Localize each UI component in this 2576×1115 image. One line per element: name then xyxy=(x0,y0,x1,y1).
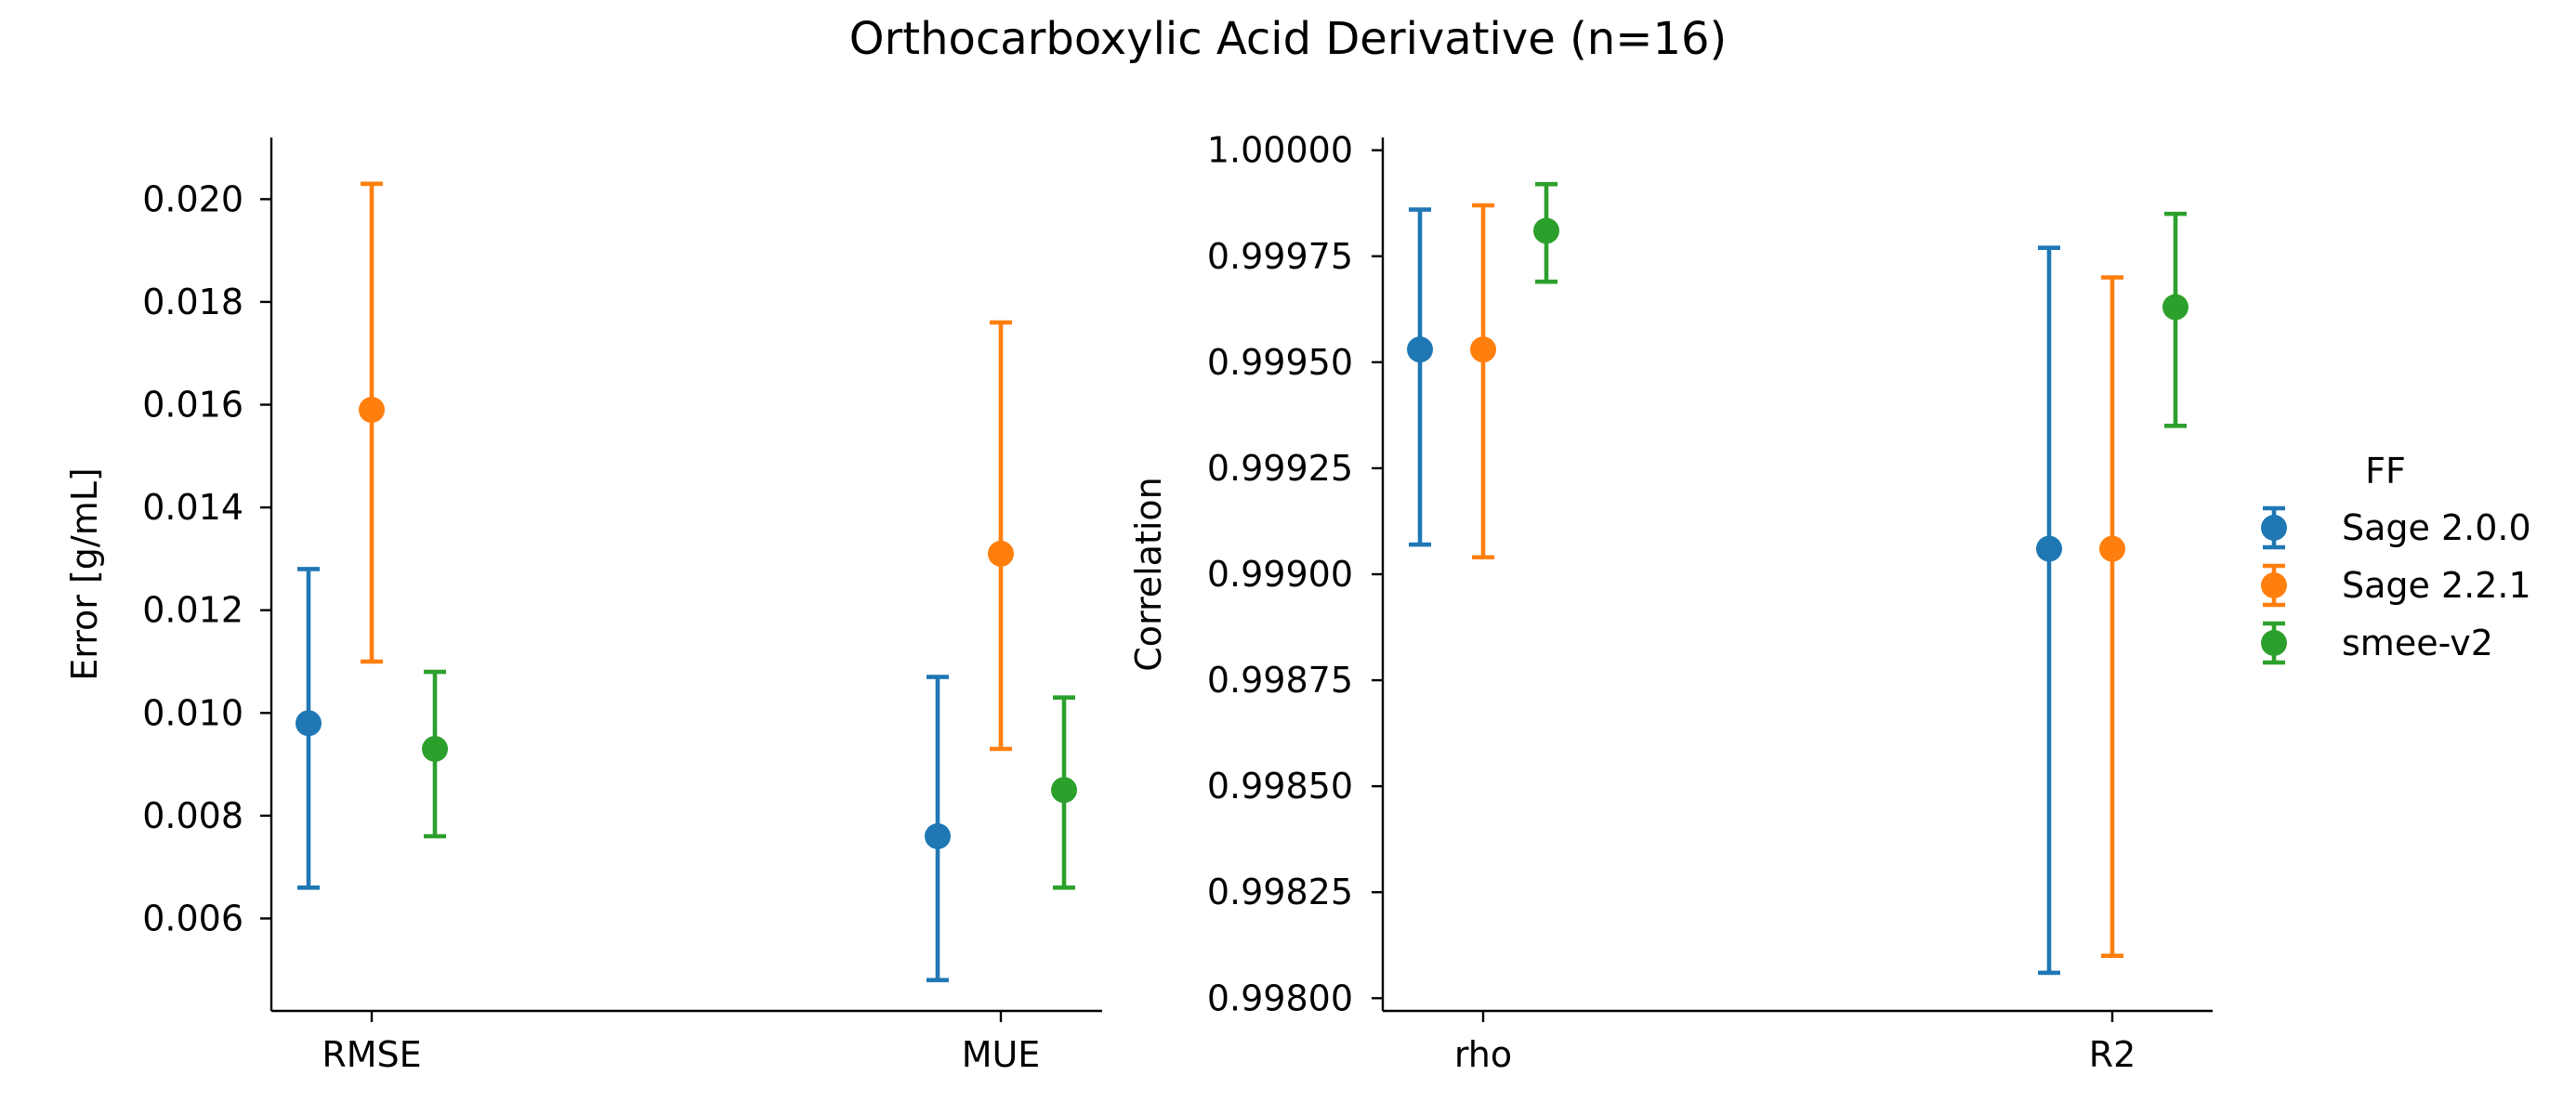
data-point xyxy=(2099,535,2125,562)
data-point xyxy=(422,736,448,762)
chart-title: Orthocarboxylic Acid Derivative (n=16) xyxy=(849,13,1728,65)
y-tick-label: 0.99925 xyxy=(1207,448,1353,489)
data-point xyxy=(1407,336,1433,363)
legend-label: smee-v2 xyxy=(2342,623,2493,663)
y-tick-label: 0.016 xyxy=(142,385,243,426)
legend-marker xyxy=(2261,630,2287,656)
x-tick-label: RMSE xyxy=(322,1034,421,1075)
data-point xyxy=(2162,294,2188,321)
data-point xyxy=(2036,535,2062,562)
data-point xyxy=(1470,336,1496,363)
y-tick-label: 0.99900 xyxy=(1207,554,1353,595)
x-tick-label: rho xyxy=(1454,1034,1512,1075)
y-tick-label: 0.99825 xyxy=(1207,872,1353,912)
legend-label: Sage 2.2.1 xyxy=(2342,565,2531,606)
right-panel-correlation: 0.99800 0.99825 0.99850 0.99875 0.99900 0.999… xyxy=(1128,130,2213,1075)
y-tick-label: 0.99800 xyxy=(1207,977,1353,1018)
left-panel-error: 0.006 0.008 0.010 0.012 0.014 0.016 0.018 0.020… xyxy=(64,138,1102,1075)
y-tick-label: 0.99975 xyxy=(1207,236,1353,277)
data-point xyxy=(1533,217,1559,244)
data-point xyxy=(296,710,322,737)
y-axis-label: Correlation xyxy=(1128,477,1169,672)
data-point xyxy=(359,397,385,424)
y-tick-label: 0.99875 xyxy=(1207,660,1353,701)
y-tick-label: 1.00000 xyxy=(1207,130,1353,171)
y-tick-label: 0.012 xyxy=(142,590,243,631)
data-point xyxy=(1051,777,1077,804)
data-point xyxy=(925,823,951,849)
legend-label: Sage 2.0.0 xyxy=(2342,507,2531,548)
data-point xyxy=(988,540,1014,567)
legend-title: FF xyxy=(2365,451,2406,492)
legend-marker xyxy=(2261,572,2287,598)
legend: FF Sage 2.0.0 Sage 2.2.1 smee-v2 xyxy=(2261,451,2531,665)
y-tick-label: 0.014 xyxy=(142,487,243,528)
y-tick-label: 0.99950 xyxy=(1207,342,1353,383)
y-tick-label: 0.006 xyxy=(142,898,243,938)
y-tick-label: 0.008 xyxy=(142,795,243,836)
y-axis-label: Error [g/mL] xyxy=(64,467,105,680)
y-tick-label: 0.99850 xyxy=(1207,766,1353,807)
y-tick-label: 0.010 xyxy=(142,692,243,733)
y-tick-label: 0.018 xyxy=(142,282,243,322)
x-tick-label: MUE xyxy=(962,1034,1041,1075)
y-tick-label: 0.020 xyxy=(142,178,243,219)
x-tick-label: R2 xyxy=(2089,1034,2136,1075)
legend-marker xyxy=(2261,515,2287,541)
